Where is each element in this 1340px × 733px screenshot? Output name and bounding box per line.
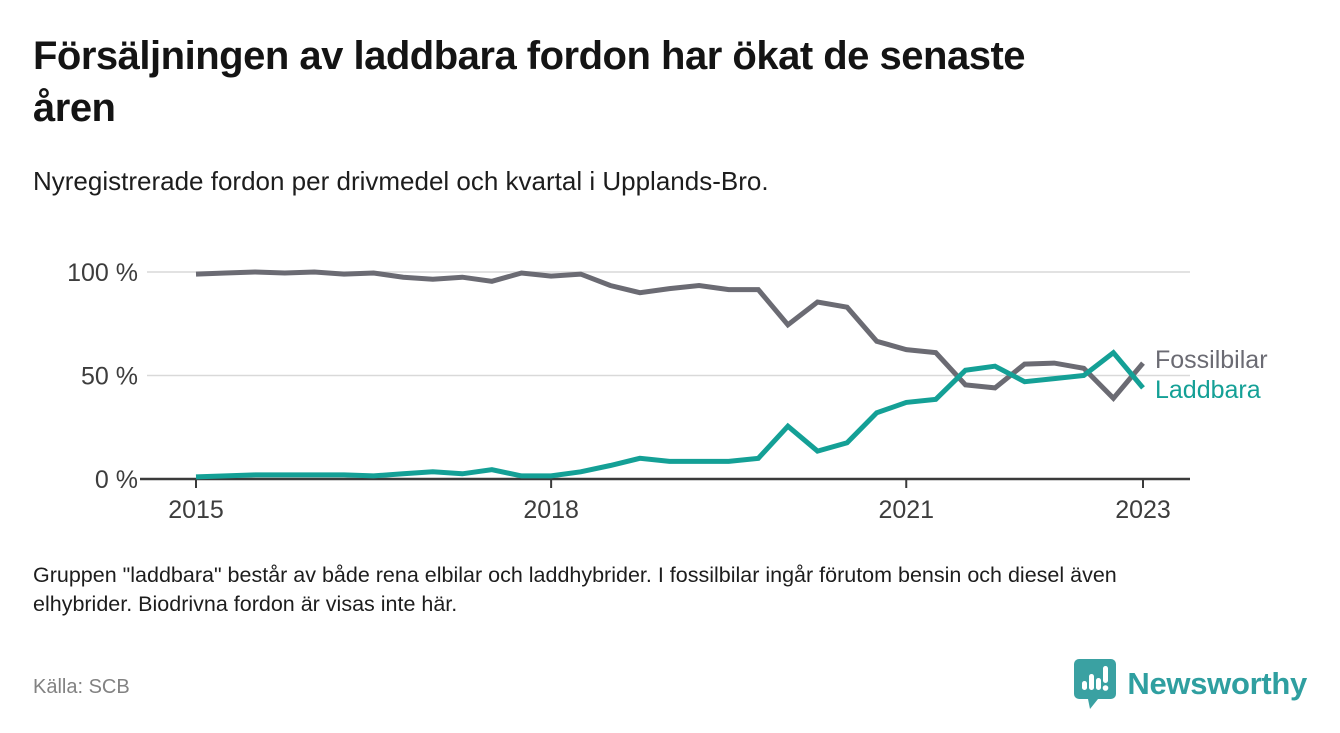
series-line-laddbara [195, 349, 1145, 480]
footnote-line2: elhybrider. Biodrivna fordon är visas in… [33, 592, 458, 616]
legend-label-laddbara: Laddbara [1155, 376, 1261, 404]
y-axis-tick-label: 0 % [95, 466, 138, 494]
x-axis-tick-label: 2015 [168, 496, 224, 524]
series-line-fossilbilar [195, 269, 1145, 403]
y-axis-labels: 0 % 50 % 100 % [67, 259, 138, 494]
legend-label-fossilbilar: Fossilbilar [1155, 346, 1268, 374]
newsworthy-logo-icon [1074, 659, 1117, 709]
y-axis-tick-label: 50 % [81, 363, 138, 391]
x-axis-tick-label: 2023 [1115, 496, 1171, 524]
source-label: Källa: SCB [33, 676, 130, 698]
footnote-line1: Gruppen "laddbara" består av både rena e… [33, 563, 1117, 587]
x-axis-tick-label: 2021 [878, 496, 934, 524]
y-axis-tick-label: 100 % [67, 259, 138, 287]
chart-footnote: Gruppen "laddbara" består av både rena e… [33, 561, 1328, 619]
series-lines [195, 269, 1145, 480]
brand-lockup: Newsworthy [1073, 658, 1307, 710]
page-title-line2: åren [33, 86, 116, 130]
x-axis: 2015 2018 2021 2023 [140, 477, 1190, 524]
page-title-line1: Försäljningen av laddbara fordon har öka… [33, 34, 1026, 78]
logo-bars [1082, 666, 1109, 691]
logo-bubble-shape [1074, 659, 1117, 709]
x-axis-tick-label: 2018 [523, 496, 579, 524]
page-title: Försäljningen av laddbara fordon har öka… [33, 30, 1313, 134]
chart-subtitle: Nyregistrerade fordon per drivmedel och … [33, 166, 769, 196]
brand-name: Newsworthy [1127, 666, 1307, 701]
